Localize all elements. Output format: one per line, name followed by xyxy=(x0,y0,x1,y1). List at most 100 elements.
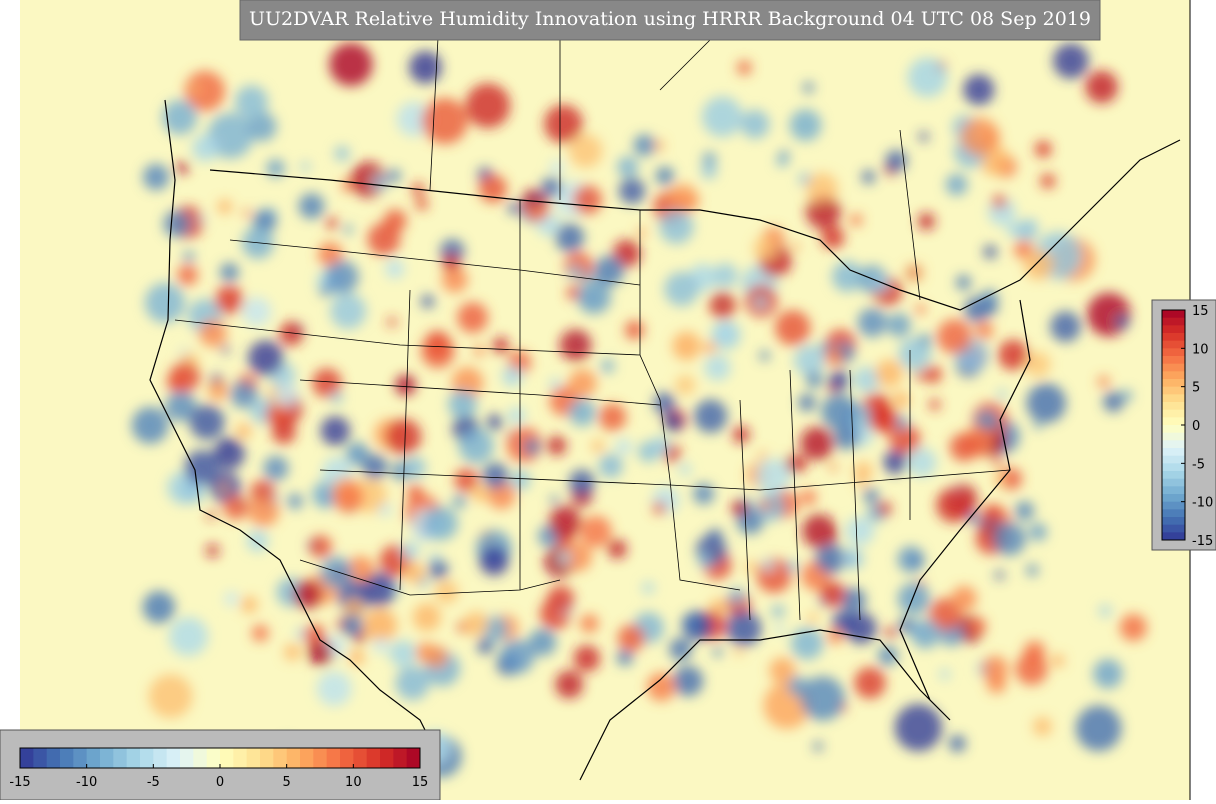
humidity-blob xyxy=(547,585,575,613)
humidity-blob xyxy=(1015,501,1035,521)
humidity-blob xyxy=(572,185,602,215)
humidity-blob xyxy=(548,505,582,538)
humidity-blob xyxy=(177,264,198,286)
humidity-blob xyxy=(415,197,429,211)
humidity-blob xyxy=(471,485,489,503)
humidity-blob xyxy=(889,424,921,456)
humidity-blob xyxy=(191,134,219,162)
humidity-blob xyxy=(568,398,596,427)
colorbar-cell xyxy=(353,748,368,768)
colorbar-cell xyxy=(1162,348,1185,357)
humidity-blob xyxy=(960,117,999,156)
humidity-blob xyxy=(759,499,772,511)
humidity-blob xyxy=(412,603,441,632)
humidity-blob xyxy=(544,104,583,144)
humidity-blob xyxy=(319,286,331,297)
humidity-blob xyxy=(853,366,880,393)
humidity-blob xyxy=(1099,604,1112,617)
east-gulf-coast xyxy=(579,299,1031,781)
humidity-blob xyxy=(558,551,572,565)
humidity-blob xyxy=(371,174,389,191)
humidity-blob xyxy=(617,156,639,178)
humidity-blob xyxy=(1032,716,1053,737)
title-box xyxy=(239,0,1101,41)
humidity-blob xyxy=(704,354,731,381)
colorbar-cell xyxy=(260,748,274,768)
humidity-blob xyxy=(1087,292,1131,337)
humidity-blob xyxy=(549,378,562,391)
humidity-blob xyxy=(300,161,311,172)
humidity-blob xyxy=(478,174,508,203)
humidity-blob xyxy=(329,42,373,87)
humidity-blob xyxy=(279,321,304,346)
humidity-blob xyxy=(701,162,718,179)
humidity-blob xyxy=(616,649,634,666)
colorbar-cell xyxy=(1162,486,1185,495)
colorbar-cell xyxy=(1162,402,1185,411)
humidity-blob xyxy=(1050,311,1081,343)
humidity-blob xyxy=(857,307,887,338)
humidity-blob xyxy=(734,647,744,656)
humidity-blob xyxy=(206,544,220,558)
title: UU2DVAR Relative Humidity Innovation usi… xyxy=(249,8,1091,30)
humidity-blob xyxy=(378,503,392,517)
humidity-blob xyxy=(240,596,258,614)
humidity-blob xyxy=(373,637,389,654)
humidity-blob xyxy=(1103,391,1124,413)
province-lines xyxy=(429,0,921,301)
colorbar-cell xyxy=(1162,463,1185,472)
colorbar-tick-label: -5 xyxy=(1192,457,1205,472)
humidity-blob xyxy=(794,457,808,471)
colorbar-tick-label: 0 xyxy=(1192,419,1200,434)
humidity-blob xyxy=(1028,523,1047,542)
humidity-blob xyxy=(824,348,844,367)
humidity-blob xyxy=(969,617,987,635)
humidity-blob xyxy=(828,462,838,472)
humidity-blob xyxy=(945,173,968,196)
humidity-blob xyxy=(875,359,903,388)
humidity-blob xyxy=(827,628,844,645)
humidity-blob xyxy=(650,436,671,456)
humidity-blob xyxy=(728,587,746,605)
humidity-blob xyxy=(637,228,647,238)
humidity-blob xyxy=(421,334,455,369)
humidity-blob xyxy=(523,438,541,455)
humidity-blob xyxy=(963,74,995,106)
humidity-blob xyxy=(897,546,925,573)
humidity-blob xyxy=(800,426,834,461)
colorbar-cell xyxy=(1162,501,1185,510)
humidity-blob xyxy=(247,112,277,142)
humidity-blob xyxy=(1026,564,1039,577)
colorbar-cell xyxy=(1162,340,1185,349)
humidity-blob xyxy=(362,454,388,480)
humidity-blob xyxy=(224,591,239,606)
humidity-blob xyxy=(317,242,343,267)
humidity-blob xyxy=(320,556,353,589)
colorbar-cell xyxy=(393,748,408,768)
colorbar-cell xyxy=(1162,517,1185,526)
colorbar-cell xyxy=(1162,409,1185,418)
humidity-blob xyxy=(975,321,994,340)
humidity-blob xyxy=(579,614,599,633)
humidity-blob xyxy=(492,337,510,354)
humidity-blob xyxy=(142,591,176,624)
humidity-blob xyxy=(477,637,494,655)
humidity-blob xyxy=(562,542,593,572)
colorbar-cell xyxy=(1162,509,1185,518)
humidity-blob xyxy=(845,516,875,546)
humidity-blob xyxy=(165,390,197,422)
humidity-blob xyxy=(693,399,728,433)
state-lines xyxy=(174,200,1011,621)
humidity-blob xyxy=(242,297,272,327)
humidity-blob xyxy=(806,172,838,205)
humidity-blob xyxy=(740,109,770,139)
humidity-blob xyxy=(745,560,757,573)
humidity-blob xyxy=(849,213,863,227)
humidity-blob xyxy=(479,546,509,576)
humidity-blob xyxy=(936,487,972,523)
humidity-blob xyxy=(168,616,209,657)
humidity-blob xyxy=(312,368,342,398)
humidity-blob xyxy=(693,483,715,505)
humidity-blob xyxy=(540,176,562,198)
humidity-blob xyxy=(936,319,972,355)
